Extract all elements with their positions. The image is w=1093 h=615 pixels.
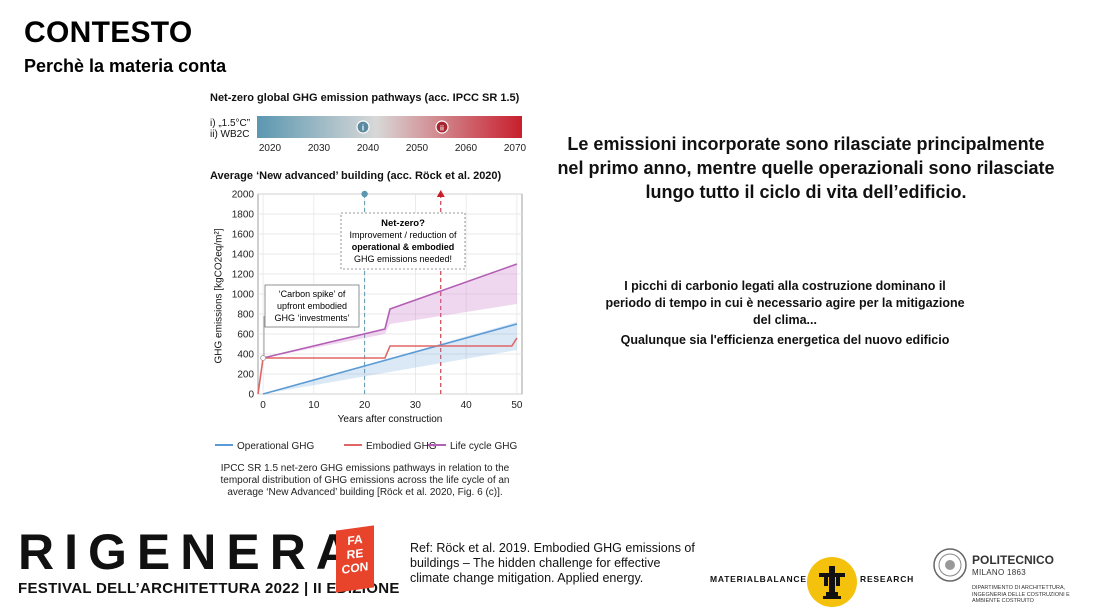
y-tick-label: 1800 (232, 210, 255, 221)
festival-label: FESTIVAL DELL’ARCHITETTURA 2022 | II EDI… (18, 580, 400, 597)
spike-line-2: upfront embodied (277, 301, 347, 311)
y-tick-label: 0 (248, 390, 254, 401)
year-tick-label: 2050 (406, 143, 429, 154)
spike-point (260, 355, 266, 361)
politecnico-department: DIPARTIMENTO DI ARCHITETTURA, INGEGNERIA… (972, 585, 1070, 604)
marker-ii-label: ii (440, 126, 444, 133)
y-tick-label: 1000 (232, 290, 255, 301)
fare-con-logo: FA RE CON (336, 525, 374, 593)
legend-label: Embodied GHG (366, 441, 437, 452)
legend-label: Operational GHG (237, 441, 314, 452)
year-tick-label: 2020 (259, 143, 282, 154)
netzero-line-1: Net-zero? (381, 218, 425, 229)
year-tick-label: 2070 (504, 143, 527, 154)
marker-i-label: i (362, 124, 364, 133)
pathway-label-1: i) „1.5°C” (210, 118, 251, 129)
vertical-marker-dot (361, 190, 368, 198)
research-label: RESEARCH (860, 574, 915, 584)
y-tick-label: 600 (237, 330, 254, 341)
reference-text: Ref: Röck et al. 2019. Embodied GHG emis… (410, 541, 695, 585)
y-tick-label: 200 (237, 370, 254, 381)
x-tick-label: 30 (410, 400, 422, 411)
politecnico-seal-icon (933, 548, 967, 582)
fare-con-line-3: CON (341, 559, 369, 577)
y-tick-label: 2000 (232, 190, 255, 201)
x-axis-label: Years after construction (338, 414, 443, 425)
politecnico-city: MILANO 1863 (972, 568, 1026, 577)
netzero-line-3: operational & embodied (352, 242, 455, 252)
pathway-marker-i: i (356, 120, 370, 134)
series-line (257, 337, 518, 395)
emissions-figure: i ii 2020 2030 2040 2050 2060 2070 0200400600… (215, 116, 527, 452)
legend-label: Life cycle GHG (450, 441, 517, 452)
pathway-labels: i) „1.5°C” ii) WB2C (210, 118, 250, 140)
y-tick-label: 1400 (232, 250, 255, 261)
series-line (262, 323, 518, 395)
year-tick-label: 2060 (455, 143, 478, 154)
slide-subtitle: Perchè la materia conta (24, 56, 227, 76)
year-tick-label: 2040 (357, 143, 380, 154)
pathway-label-2: ii) WB2C (210, 129, 250, 140)
spike-line-3: GHG ‘investments’ (274, 313, 349, 323)
materialbalance-label: MATERIALBALANCE (710, 574, 807, 584)
chart-title: Average ‘New advanced’ building (acc. Rö… (210, 170, 502, 182)
year-ticks: 2020 2030 2040 2050 2060 2070 (259, 143, 527, 154)
secondary-statement: I picchi di carbonio legati alla costruz… (605, 279, 965, 327)
main-statement: Le emissioni incorporate sono rilasciate… (557, 134, 1055, 202)
netzero-line-2: Improvement / reduction of (349, 230, 457, 240)
year-tick-label: 2030 (308, 143, 331, 154)
x-tick-label: 20 (359, 400, 371, 411)
netzero-line-4: GHG emissions needed! (354, 254, 452, 264)
spike-line-1: ‘Carbon spike’ of (279, 289, 346, 299)
x-tick-label: 10 (308, 400, 320, 411)
y-tick-label: 400 (237, 350, 254, 361)
politecnico-name: POLITECNICO (972, 553, 1055, 567)
pathways-title: Net-zero global GHG emission pathways (a… (210, 92, 520, 104)
pathway-gradient-bar (257, 116, 522, 138)
x-tick-label: 40 (461, 400, 473, 411)
series-line (262, 263, 518, 359)
y-tick-label: 1200 (232, 270, 255, 281)
y-tick-label: 800 (237, 310, 254, 321)
chart-legend: Operational GHG Embodied GHG Life cycle GH… (215, 441, 517, 452)
tertiary-statement: Qualunque sia l'efficienza energetica de… (620, 333, 950, 347)
x-tick-label: 50 (511, 400, 523, 411)
materialbalance-logo-icon (807, 557, 857, 607)
slide-title: CONTESTO (24, 16, 193, 49)
pathway-marker-ii: ii (435, 120, 449, 134)
carbon-spike-annotation: ‘Carbon spike’ of upfront embodied GHG ‘… (263, 284, 360, 356)
vertical-marker-arrow (436, 190, 445, 197)
y-tick-label: 1600 (232, 230, 255, 241)
figure-caption: IPCC SR 1.5 net-zero GHG emissions pathw… (220, 463, 510, 498)
rigenera-logo: RIGENERA (18, 524, 362, 580)
x-tick-label: 0 (260, 400, 266, 411)
netzero-annotation: Net-zero? Improvement / reduction of ope… (340, 212, 466, 270)
